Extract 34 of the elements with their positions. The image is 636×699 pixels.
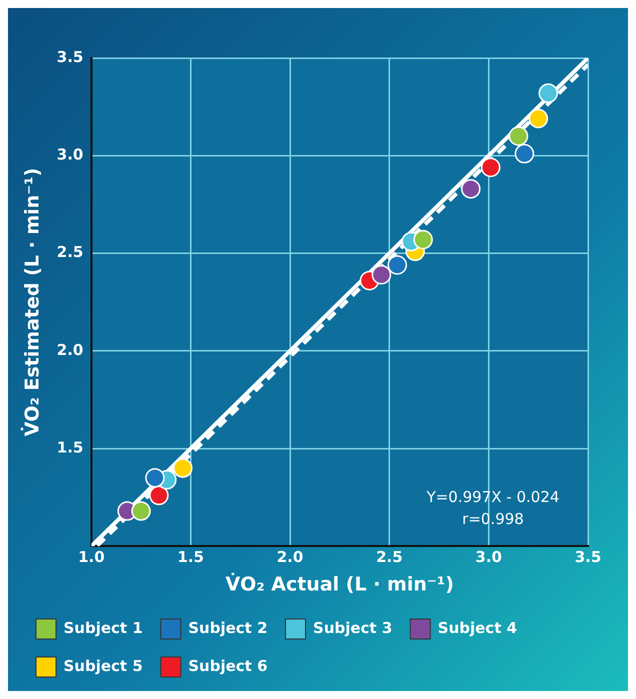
x-tick-label: 3.0 bbox=[475, 548, 502, 566]
point bbox=[145, 468, 165, 488]
x-tick-label: 2.0 bbox=[276, 548, 304, 566]
y-tick-label: 2.0 bbox=[56, 340, 84, 359]
y-tick-label: 1.5 bbox=[56, 438, 84, 456]
legend-label: Subject 5 bbox=[64, 656, 143, 675]
point bbox=[149, 486, 169, 506]
annotation: Y=0.997X - 0.024 bbox=[426, 488, 560, 506]
legend-label: Subject 6 bbox=[188, 656, 268, 675]
y-tick-label: 3.5 bbox=[56, 48, 84, 66]
point bbox=[173, 458, 192, 478]
legend-label: Subject 2 bbox=[188, 618, 268, 637]
point bbox=[461, 179, 481, 199]
annotation: r=0.998 bbox=[462, 510, 524, 528]
legend-label: Subject 1 bbox=[64, 618, 143, 637]
point bbox=[538, 83, 558, 103]
point bbox=[514, 144, 534, 164]
x-tick-label: 3.5 bbox=[574, 548, 602, 566]
legend-label: Subject 4 bbox=[438, 618, 518, 637]
x-tick-label: 2.5 bbox=[376, 548, 403, 566]
point bbox=[528, 108, 548, 128]
y-axis-title: V̇O₂ Estimated (L · min⁻¹) bbox=[20, 168, 44, 436]
y-tick-label: 2.5 bbox=[56, 243, 84, 262]
x-tick-label: 1.0 bbox=[78, 548, 105, 566]
point bbox=[508, 126, 528, 146]
point bbox=[480, 158, 500, 178]
x-tick-label: 1.5 bbox=[177, 548, 204, 566]
point bbox=[413, 230, 433, 250]
legend-label: Subject 3 bbox=[313, 618, 392, 637]
point bbox=[388, 255, 408, 275]
y-tick-label: 3.0 bbox=[56, 146, 84, 164]
point bbox=[372, 265, 392, 285]
x-axis-title: V̇O₂ Actual (L · min⁻¹) bbox=[225, 572, 454, 596]
point bbox=[131, 501, 151, 521]
